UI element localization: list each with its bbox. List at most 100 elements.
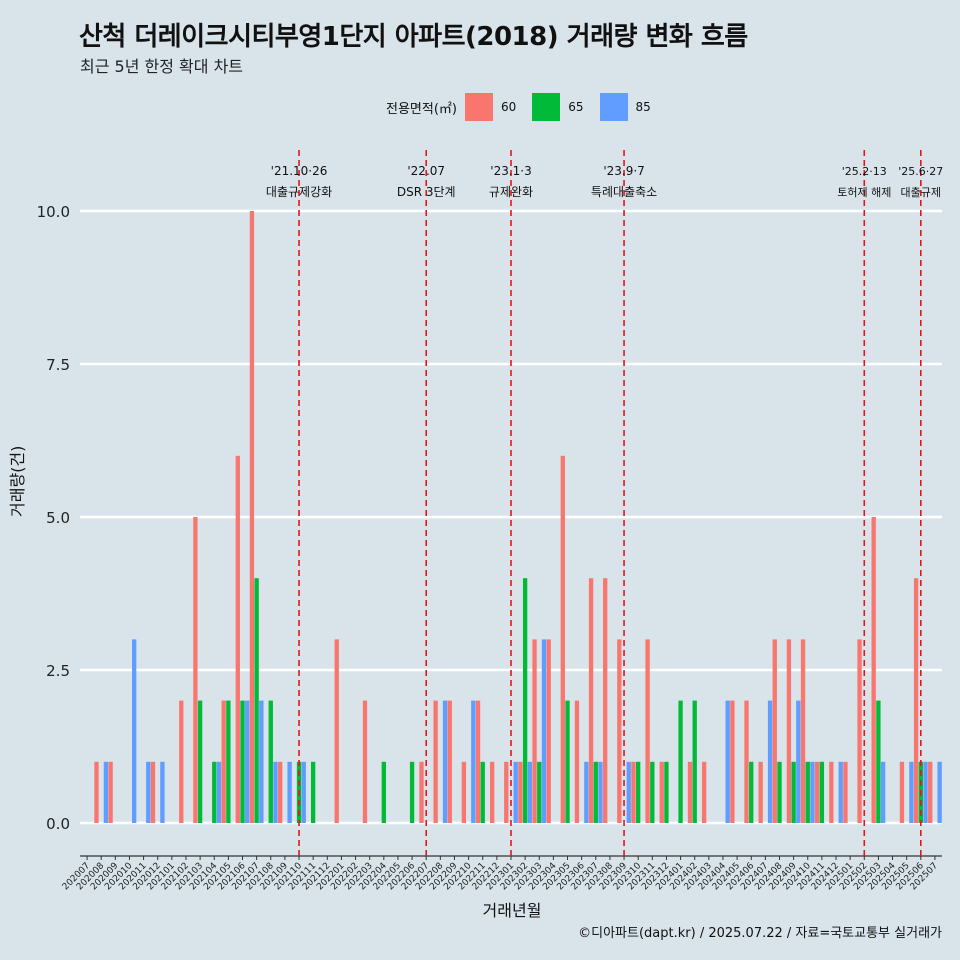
bar-60-202505 [899,761,905,823]
bar-60-202107 [249,211,255,823]
bar-60-202308 [603,578,608,823]
bar-60-202310 [631,761,636,823]
bar-60-202012 [150,761,156,823]
legend-swatch-65 [532,93,561,121]
bar-85-202106 [245,700,250,823]
bar-85-202506 [923,761,928,823]
bar-60-202106 [235,455,240,823]
y-tick-label: 0.0 [46,815,70,833]
annotation-label: 토허제 해제 [837,185,891,199]
bar-85-202505 [909,761,914,823]
bar-60-202102 [179,700,184,823]
bar-60-202009 [108,761,113,823]
legend-label-85: 85 [635,100,651,114]
bar-65-202307 [593,761,598,823]
bar-65-202105 [226,700,231,823]
bar-85-202409 [796,700,801,823]
bar-60-202503 [871,517,876,823]
y-tick-label: 10.0 [37,203,70,221]
bar-65-202106 [240,700,245,823]
annotation-date: '23.9·7 [603,164,644,178]
bar-60-202411 [815,761,820,823]
bar-65-202108 [268,700,273,823]
legend-swatch-60 [464,93,493,121]
bar-85-202109 [287,761,292,823]
annotation-date: '25.2·13 [842,165,887,178]
bar-60-202109 [278,761,283,823]
legend-title: 전용면적(㎡) [386,101,457,117]
bar-85-202110 [301,761,306,823]
chart-title: 산척 더레이크시티부영1단지 아파트(2018) 거래량 변화 흐름 [79,22,748,52]
bar-60-202312 [659,761,664,823]
bar-65-202411 [819,761,825,823]
chart-subtitle: 최근 5년 한정 확대 차트 [80,57,244,76]
bar-60-202502 [857,639,862,823]
annotation-label: 대출규제 [901,186,941,199]
legend: 전용면적(㎡) 60 65 85 [386,92,667,122]
bar-65-202104 [212,761,217,823]
bar-65-202204 [381,761,386,823]
bar-85-202303 [541,639,547,823]
bar-65-202206 [409,761,415,823]
bar-60-202302 [518,761,523,823]
bar-85-202011 [146,761,151,823]
bar-60-202304 [546,639,551,823]
bar-85-202012 [160,761,165,823]
bar-60-202306 [574,700,580,823]
bar-60-202105 [221,700,226,823]
bar-65-202310 [636,761,641,823]
bar-85-202302 [527,761,532,823]
bar-60-202301 [504,761,509,823]
bar-65-202410 [805,761,810,823]
annotation-label: 규제완화 [489,185,533,199]
bar-85-202404 [725,700,730,823]
bar-60-202501 [843,761,848,823]
annotation-label: DSR 3단계 [397,185,456,199]
bar-85-202210 [471,700,476,823]
y-tick-label: 7.5 [46,356,70,374]
annotation-date: '22.07 [407,164,445,178]
bar-85-202008 [103,761,109,823]
bar-60-202211 [475,700,481,823]
bar-60-202407 [758,761,763,823]
bar-60-202207 [419,761,424,823]
annotation-date: '23.1·3 [490,164,531,178]
bar-60-202403 [701,761,707,823]
bar-60-202410 [800,639,806,823]
bar-65-202401 [678,700,683,823]
y-tick-label: 5.0 [46,509,70,527]
annotation-label: 대출규제강화 [266,185,332,199]
x-axis-label: 거래년월 [482,901,542,920]
bar-65-202211 [480,761,485,823]
bar-60-202309 [617,639,622,823]
bar-60-202506 [913,578,919,823]
bar-60-202405 [730,700,735,823]
bar-65-202311 [650,761,655,823]
bar-65-202103 [197,700,203,823]
bar-60-202303 [532,639,537,823]
bar-85-202309 [626,761,631,823]
bar-85-202307 [598,761,603,823]
bar-85-202010 [132,639,137,823]
bar-65-202303 [537,761,542,823]
bar-65-202305 [565,700,570,823]
bar-60-202103 [193,517,198,823]
bar-65-202408 [777,761,782,823]
bar-85-202301 [513,761,518,823]
bar-65-202409 [791,761,796,823]
bar-60-202402 [687,761,693,823]
bar-85-202104 [216,761,222,823]
bar-60-202208 [433,700,438,823]
annotation-date: '21.10·26 [271,164,328,178]
bar-65-202111 [311,761,316,823]
annotation-label: 특례대출축소 [591,185,657,199]
bar-65-202406 [749,761,754,823]
bar-60-202212 [489,761,495,823]
source-caption: ©디아파트(dapt.kr) / 2025.07.22 / 자료=국토교통부 실… [578,926,942,941]
bar-85-202208 [442,700,448,823]
bar-60-202305 [560,455,565,823]
bar-60-202408 [772,639,777,823]
bar-60-202008 [94,761,99,823]
legend-swatch-85 [599,93,628,121]
bar-60-202201 [334,639,339,823]
